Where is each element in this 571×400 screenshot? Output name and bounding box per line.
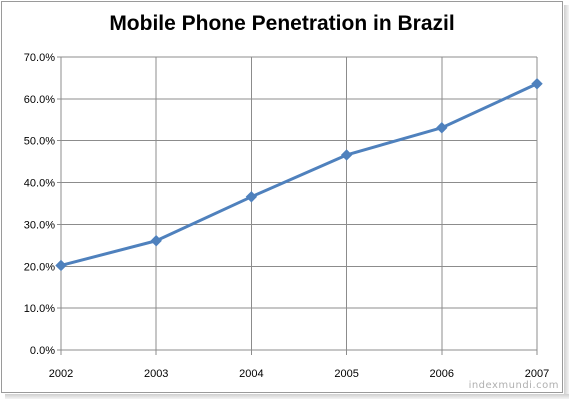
y-tick-label: 70.0% [24, 52, 55, 64]
watermark: indexmundi.com [468, 380, 559, 391]
x-tick-label: 2006 [430, 368, 454, 380]
x-tick-label: 2002 [49, 368, 73, 380]
chart-title: Mobile Phone Penetration in Brazil [109, 12, 455, 35]
y-tick-label: 0.0% [30, 345, 55, 357]
y-tick-label: 60.0% [24, 94, 55, 106]
data-point-marker [245, 191, 258, 203]
data-point-marker [340, 149, 353, 161]
frame-shadow-bottom [5, 394, 569, 399]
chart-frame [1, 1, 563, 393]
x-tick-label: 2005 [334, 368, 358, 380]
y-tick-label: 40.0% [24, 178, 55, 190]
y-tick-label: 20.0% [24, 261, 55, 273]
y-tick-label: 30.0% [24, 219, 55, 231]
data-point-marker [531, 78, 543, 90]
data-point-marker [55, 259, 67, 272]
data-point-marker [150, 235, 162, 247]
data-point-marker [436, 122, 448, 134]
x-tick-label: 2003 [144, 368, 168, 380]
series-line [59, 82, 539, 267]
x-tick-label: 2007 [525, 368, 549, 380]
x-tick-label: 2004 [239, 368, 263, 380]
frame-shadow-right [564, 5, 569, 396]
y-tick-label: 10.0% [24, 303, 55, 315]
y-tick-label: 50.0% [24, 136, 55, 148]
